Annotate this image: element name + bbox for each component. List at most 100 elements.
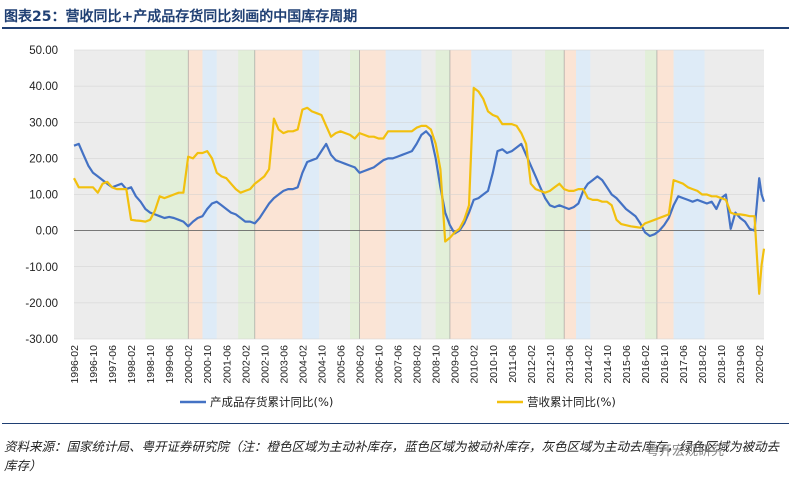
data-point	[487, 111, 488, 112]
data-point	[678, 196, 679, 197]
data-point	[354, 138, 355, 139]
data-point	[416, 127, 417, 128]
data-point	[506, 123, 507, 124]
data-point	[288, 131, 289, 132]
data-point	[359, 172, 360, 173]
data-point	[245, 221, 246, 222]
x-tick-label: 2018-10	[716, 345, 728, 384]
data-point	[169, 196, 170, 197]
data-point	[368, 136, 369, 137]
data-point	[602, 201, 603, 202]
data-point	[521, 143, 522, 144]
data-point	[297, 129, 298, 130]
data-point	[625, 225, 626, 226]
data-point	[573, 207, 574, 208]
data-point	[740, 214, 741, 215]
data-point	[316, 113, 317, 114]
data-point	[440, 169, 441, 170]
data-point	[725, 194, 726, 195]
data-point	[207, 151, 208, 152]
data-point	[668, 217, 669, 218]
data-point	[183, 192, 184, 193]
x-tick-label: 2016-02	[640, 345, 652, 384]
data-point	[706, 203, 707, 204]
data-point	[606, 201, 607, 202]
data-point	[725, 199, 726, 200]
x-tick-label: 2015-06	[621, 345, 633, 384]
data-point	[449, 225, 450, 226]
data-point	[207, 208, 208, 209]
data-point	[192, 221, 193, 222]
data-point	[273, 198, 274, 199]
data-point	[387, 158, 388, 159]
x-tick-label: 2007-06	[393, 345, 405, 384]
data-point	[164, 217, 165, 218]
data-point	[83, 154, 84, 155]
x-tick-label: 2002-10	[259, 345, 271, 384]
data-point	[131, 219, 132, 220]
data-point	[411, 151, 412, 152]
data-point	[316, 158, 317, 159]
data-point	[197, 217, 198, 218]
data-point	[273, 118, 274, 119]
x-tick-label: 1998-10	[145, 345, 157, 384]
data-point	[226, 208, 227, 209]
data-point	[131, 187, 132, 188]
data-point	[721, 198, 722, 199]
data-point	[759, 178, 760, 179]
x-tick-label: 1998-02	[126, 345, 138, 384]
data-point	[435, 158, 436, 159]
data-point	[264, 210, 265, 211]
data-point	[478, 198, 479, 199]
data-point	[468, 205, 469, 206]
data-point	[540, 187, 541, 188]
data-point	[473, 199, 474, 200]
data-point	[121, 183, 122, 184]
x-tick-label: 2004-10	[316, 345, 328, 384]
data-point	[502, 149, 503, 150]
data-point	[587, 183, 588, 184]
data-point	[335, 132, 336, 133]
data-point	[578, 188, 579, 189]
data-point	[735, 212, 736, 213]
x-tick-label: 2006-02	[355, 345, 367, 384]
data-point	[697, 190, 698, 191]
data-point	[744, 214, 745, 215]
data-point	[611, 205, 612, 206]
data-point	[259, 179, 260, 180]
x-tick-label: 2000-10	[202, 345, 214, 384]
data-point	[173, 217, 174, 218]
data-point	[473, 87, 474, 88]
data-point	[759, 293, 760, 294]
data-point	[545, 198, 546, 199]
x-tick-label: 2014-02	[583, 345, 595, 384]
data-point	[673, 205, 674, 206]
data-point	[240, 217, 241, 218]
data-point	[373, 136, 374, 137]
y-tick-label: 10.00	[29, 190, 58, 202]
data-point	[730, 212, 731, 213]
data-point	[763, 248, 764, 249]
data-point	[211, 203, 212, 204]
x-tick-label: 2010-02	[469, 345, 481, 384]
data-point	[307, 161, 308, 162]
data-point	[763, 201, 764, 202]
data-point	[140, 220, 141, 221]
data-point	[345, 163, 346, 164]
data-point	[73, 145, 74, 146]
data-point	[516, 147, 517, 148]
data-point	[230, 183, 231, 184]
data-point	[378, 163, 379, 164]
data-point	[640, 223, 641, 224]
data-point	[459, 228, 460, 229]
data-point	[502, 123, 503, 124]
x-tick-label: 2019-06	[735, 345, 747, 384]
y-tick-label: 50.00	[29, 45, 58, 57]
data-point	[668, 214, 669, 215]
data-point	[535, 176, 536, 177]
data-point	[349, 134, 350, 135]
data-point	[483, 98, 484, 99]
data-point	[335, 160, 336, 161]
data-point	[744, 221, 745, 222]
data-point	[640, 227, 641, 228]
